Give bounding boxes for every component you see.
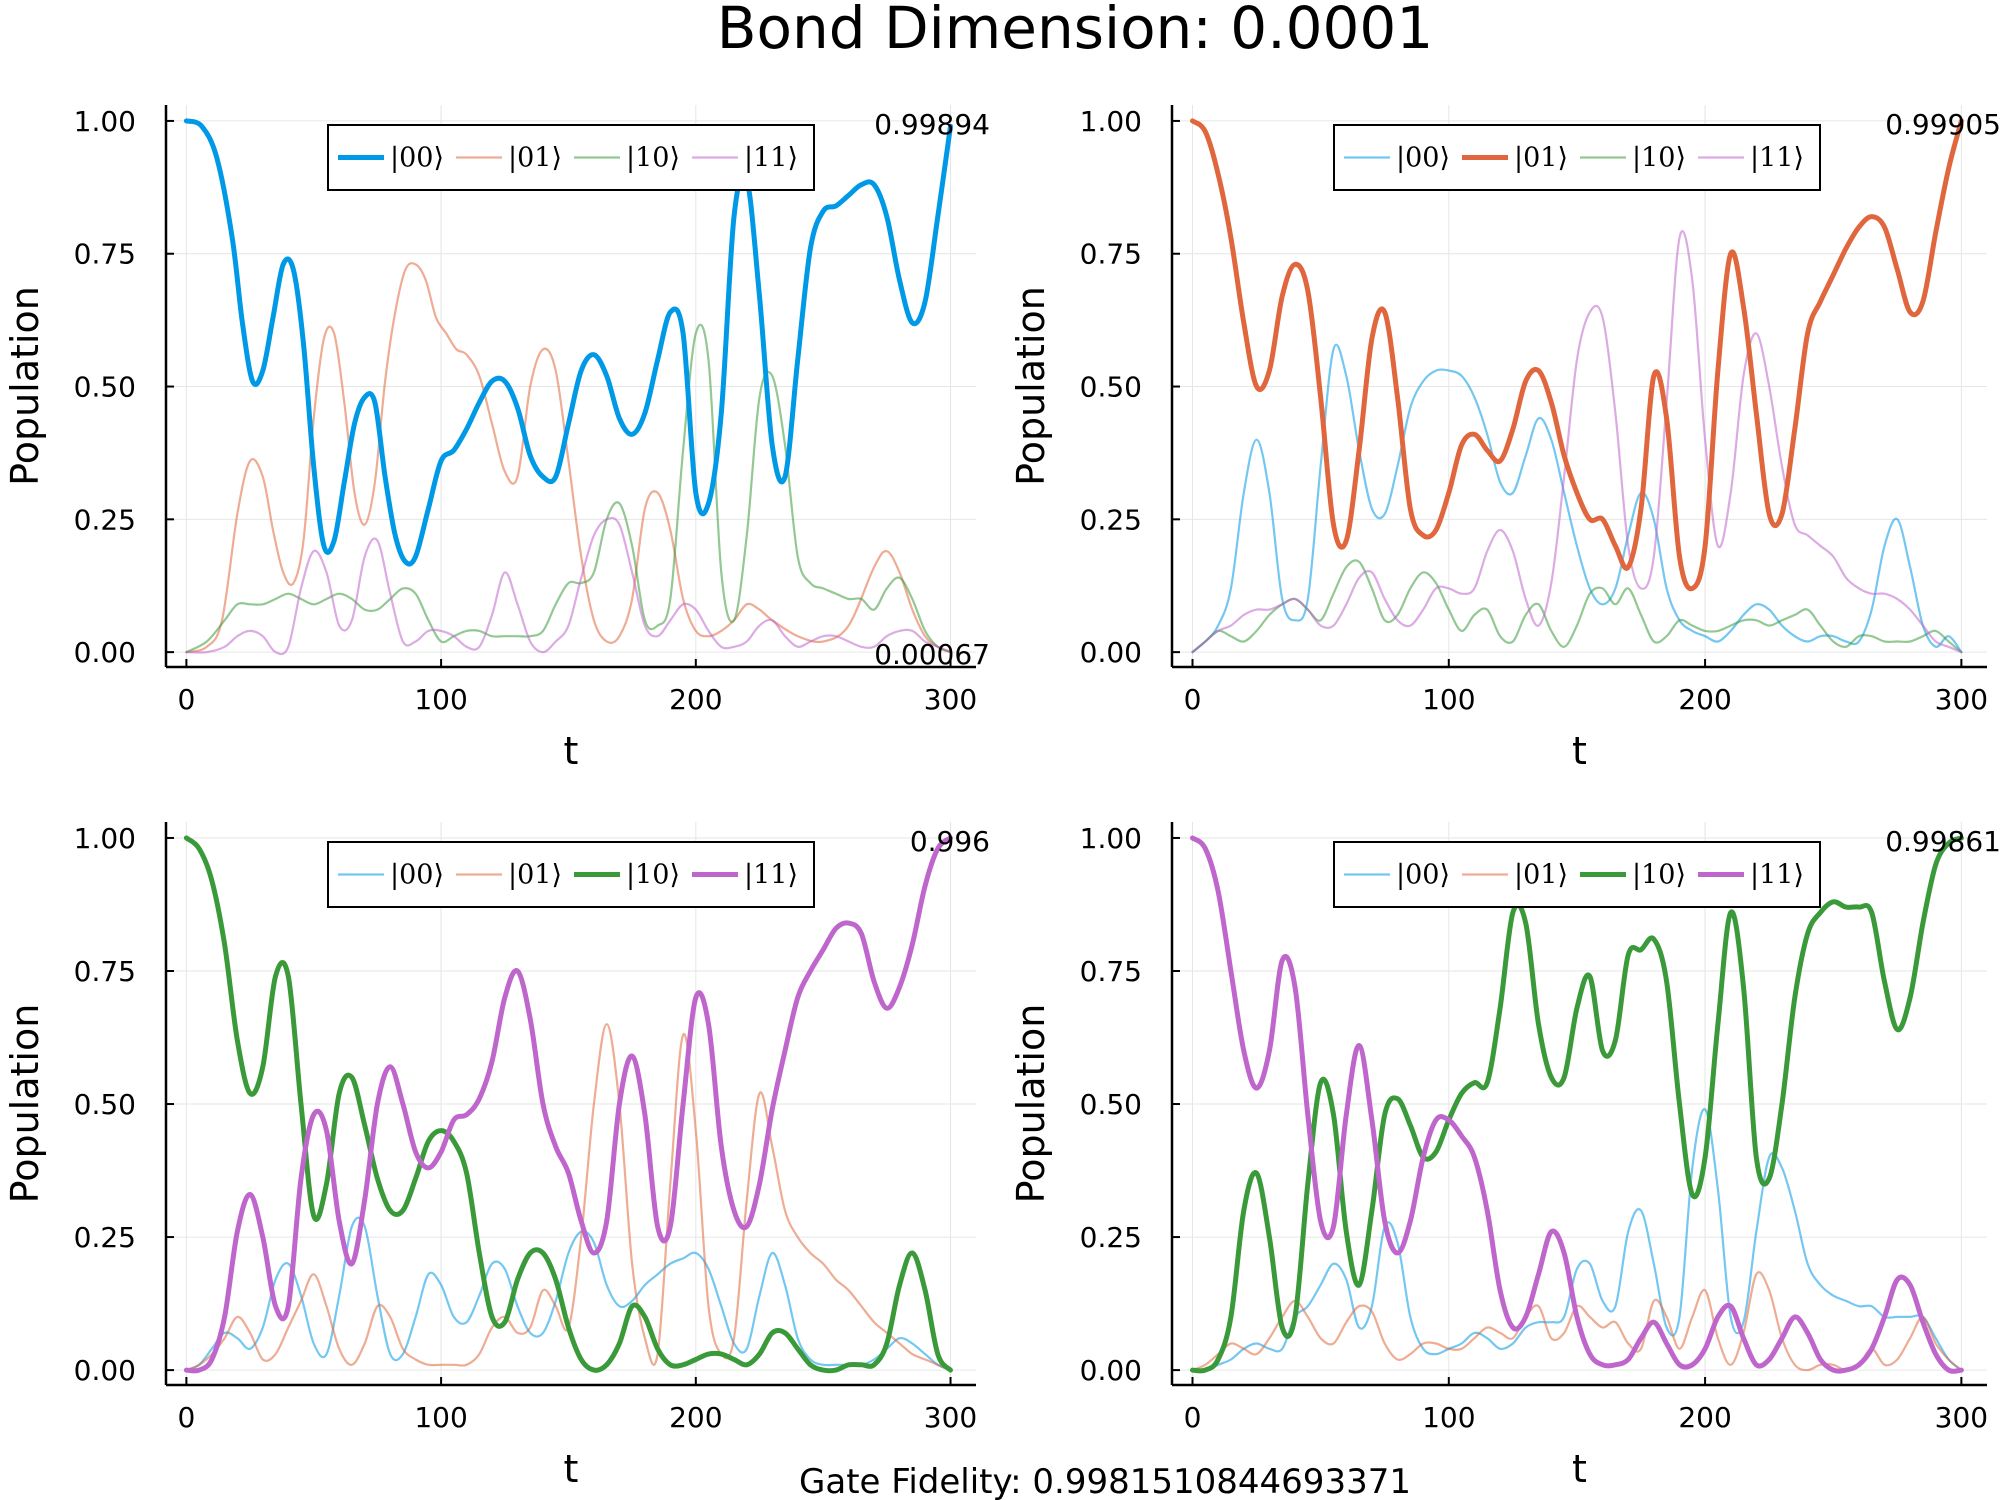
- fidelity-annotation: 0.996: [910, 825, 990, 858]
- series-line-2: [1191, 559, 1963, 654]
- x-tick-label: 300: [924, 1401, 977, 1434]
- gridlines: [166, 105, 976, 667]
- y-tick-label: 0.25: [74, 1221, 136, 1254]
- fidelity-annotation: 0.99861: [1885, 825, 2000, 858]
- y-tick-label: 1.00: [74, 822, 136, 855]
- x-axis-label: t: [1572, 1447, 1587, 1491]
- x-tick-label: 300: [1935, 683, 1988, 716]
- series-line-1: [185, 1023, 952, 1372]
- x-tick-label: 300: [924, 683, 977, 716]
- y-axis-label: Population: [3, 286, 47, 486]
- y-tick-label: 0.00: [1080, 636, 1142, 669]
- gate-fidelity-label: Gate Fidelity: 0.9981510844693371: [799, 1462, 1411, 1500]
- y-tick-label: 0.25: [74, 503, 136, 536]
- x-tick-label: 0: [177, 1401, 195, 1434]
- panel-bottom-right: 0 100 200 300 0.00 0.25 0.50 0.75 1.00 t Populatio…: [1009, 822, 2000, 1491]
- x-tick-label: 0: [1184, 683, 1202, 716]
- legend: |00⟩ |01⟩ |10⟩ |11⟩: [1333, 124, 1821, 191]
- y-tick-label: 0.00: [74, 1354, 136, 1387]
- y-tick-label: 1.00: [74, 105, 136, 138]
- y-tick-label: 0.75: [74, 955, 136, 988]
- series-line-0: [1191, 1108, 1963, 1372]
- series-line-2: [183, 835, 953, 1374]
- x-tick-label: 0: [177, 683, 195, 716]
- y-tick-label: 0.50: [74, 371, 136, 404]
- x-axis-label: t: [564, 729, 579, 773]
- legend: |00⟩ |01⟩ |10⟩ |11⟩: [327, 841, 815, 908]
- legend-entry-1: |01⟩: [1514, 143, 1568, 174]
- y-tick-label: 1.00: [1080, 105, 1142, 138]
- legend: |00⟩ |01⟩ |10⟩ |11⟩: [327, 124, 815, 191]
- legend-entry-0: |00⟩: [1396, 860, 1450, 891]
- y-axis-label: Population: [1009, 286, 1053, 486]
- panel-top-left: 0 100 200 300 0.00 0.25 0.50 0.75 1.00 t Populatio…: [3, 105, 990, 773]
- legend-entry-2: |10⟩: [1632, 860, 1686, 891]
- y-tick-label: 0.25: [1080, 1221, 1142, 1254]
- x-tick-label: 100: [414, 683, 467, 716]
- panel-bottom-left: 0 100 200 300 0.00 0.25 0.50 0.75 1.00 t Populatio…: [3, 822, 990, 1491]
- series-line-0: [1191, 343, 1963, 654]
- y-tick-label: 0.25: [1080, 503, 1142, 536]
- fidelity-annotation: 0.99905: [1885, 108, 2000, 141]
- x-tick-label: 200: [1678, 1401, 1731, 1434]
- x-tick-label: 300: [1935, 1401, 1988, 1434]
- y-tick-label: 0.50: [1080, 1088, 1142, 1121]
- panels: 0 100 200 300 0.00 0.25 0.50 0.75 1.00 t Populatio…: [3, 105, 2000, 1491]
- y-tick-label: 0.75: [1080, 955, 1142, 988]
- x-axis-label: t: [564, 1447, 579, 1491]
- x-tick-label: 100: [1422, 683, 1475, 716]
- series-lines: [1190, 118, 1964, 654]
- series-line-2: [185, 323, 952, 654]
- series-line-2: [1190, 835, 1964, 1374]
- x-tick-label: 200: [669, 683, 722, 716]
- legend-entry-2: |10⟩: [1632, 143, 1686, 174]
- x-tick-label: 100: [1422, 1401, 1475, 1434]
- y-tick-label: 0.75: [1080, 238, 1142, 271]
- series-line-1: [1190, 118, 1964, 592]
- series-line-3: [185, 516, 952, 656]
- fidelity-annotation: 0.99894: [874, 108, 990, 141]
- legend-entry-0: |00⟩: [390, 860, 444, 891]
- legend-entry-1: |01⟩: [1514, 860, 1568, 891]
- series-lines: [183, 835, 953, 1374]
- x-tick-label: 100: [414, 1401, 467, 1434]
- legend-entry-3: |11⟩: [744, 143, 798, 174]
- y-tick-label: 0.75: [74, 238, 136, 271]
- legend-entry-2: |10⟩: [626, 860, 680, 891]
- series-lines: [183, 118, 953, 656]
- gridlines: [1172, 105, 1987, 667]
- legend-entry-3: |11⟩: [744, 860, 798, 891]
- y-axis-label: Population: [1009, 1004, 1053, 1204]
- series-line-0: [183, 118, 953, 567]
- legend-entry-3: |11⟩: [1750, 860, 1804, 891]
- legend-entry-3: |11⟩: [1750, 143, 1804, 174]
- x-tick-label: 200: [669, 1401, 722, 1434]
- panel-top-right: 0 100 200 300 0.00 0.25 0.50 0.75 1.00 t Populatio…: [1009, 105, 2000, 773]
- y-tick-label: 0.00: [74, 636, 136, 669]
- y-tick-label: 0.00: [1080, 1354, 1142, 1387]
- x-axis-label: t: [1572, 729, 1587, 773]
- y-tick-label: 1.00: [1080, 822, 1142, 855]
- series-line-3: [183, 835, 953, 1374]
- y-axis-label: Population: [3, 1004, 47, 1204]
- series-line-3: [1191, 230, 1963, 654]
- series-lines: [1190, 835, 1964, 1374]
- legend-entry-2: |10⟩: [626, 143, 680, 174]
- legend: |00⟩ |01⟩ |10⟩ |11⟩: [1333, 841, 1821, 908]
- legend-entry-1: |01⟩: [508, 860, 562, 891]
- y-tick-label: 0.50: [1080, 371, 1142, 404]
- x-tick-label: 0: [1184, 1401, 1202, 1434]
- y-tick-label: 0.50: [74, 1088, 136, 1121]
- x-tick-label: 200: [1678, 683, 1731, 716]
- legend-entry-1: |01⟩: [508, 143, 562, 174]
- series-line-0: [185, 1216, 952, 1372]
- legend-entry-0: |00⟩: [390, 143, 444, 174]
- figure-title: Bond Dimension: 0.0001: [717, 0, 1434, 62]
- series-line-3: [1190, 835, 1964, 1374]
- legend-entry-0: |00⟩: [1396, 143, 1450, 174]
- leakage-annotation: 0.00067: [874, 638, 990, 671]
